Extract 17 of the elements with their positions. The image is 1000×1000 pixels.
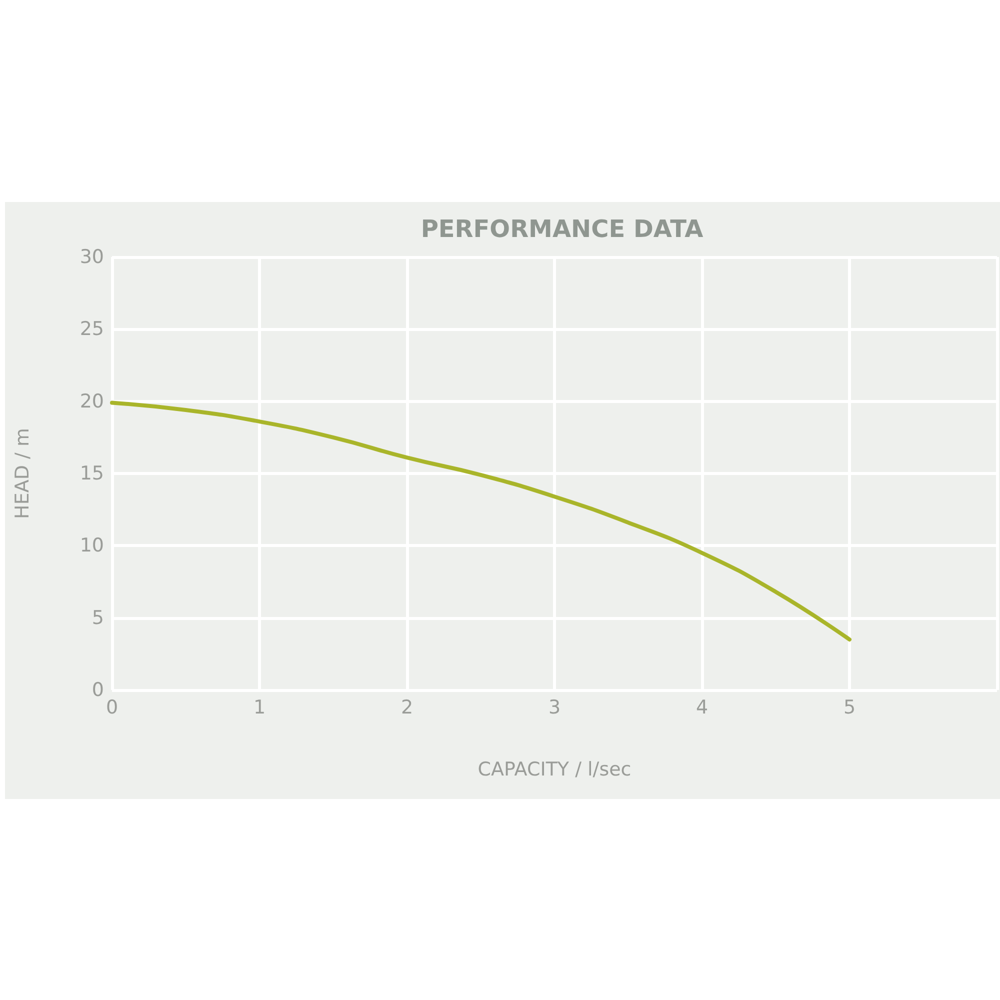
x-axis-title: CAPACITY / l/sec (478, 758, 632, 780)
y-tick-label: 15 (80, 462, 104, 484)
y-tick-label: 30 (80, 246, 104, 268)
y-tick-label: 10 (80, 534, 104, 557)
y-tick-label: 25 (80, 318, 104, 340)
chart-title: PERFORMANCE DATA (420, 215, 704, 243)
line-series (110, 400, 852, 642)
y-tick-label: 0 (92, 679, 104, 701)
x-tick-label: 2 (400, 696, 414, 718)
x-tick-label: 1 (253, 696, 266, 718)
x-tick-label: 3 (548, 696, 561, 718)
x-tick-label: 0 (106, 696, 118, 718)
x-tick-label: 5 (843, 696, 856, 718)
y-axis-title: HEAD / m (12, 428, 34, 519)
y-tick-label: 5 (92, 606, 104, 629)
y-tick-label: 20 (80, 390, 104, 412)
x-tick-label: 4 (696, 696, 708, 718)
